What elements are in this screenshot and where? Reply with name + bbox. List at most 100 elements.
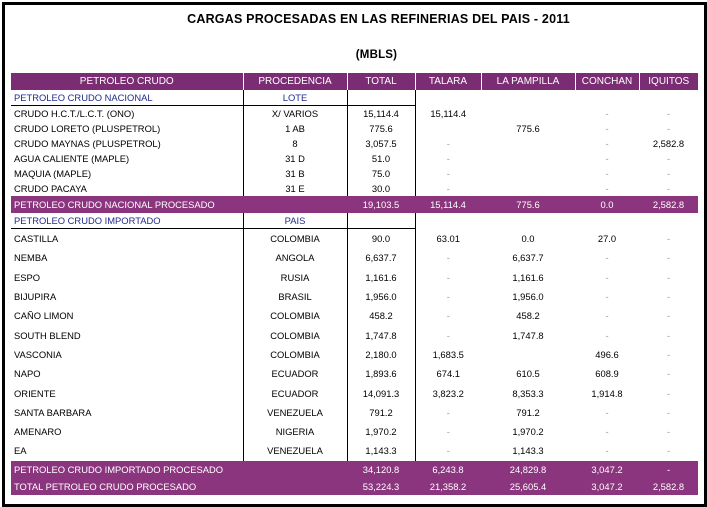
cell-pampilla: 775.6 [516, 123, 540, 134]
cell-iquitos: - [666, 406, 671, 418]
cell-pampilla: 1,970.2 [512, 426, 544, 438]
cell-talara: - [446, 138, 450, 149]
cell-total: 1,893.6 [347, 364, 416, 384]
cell-talara: 63.01 [436, 232, 460, 244]
unit-label: (MBLS) [355, 49, 398, 61]
total-row: PETROLEO CRUDO IMPORTADO PROCESADO 34,120… [11, 460, 698, 478]
cell-iquitos: - [666, 445, 671, 457]
cell-name: CRUDO MAYNAS (PLUSPETROL) [11, 136, 244, 151]
cell-total: 458.2 [347, 306, 416, 326]
cell-pampilla [481, 151, 575, 166]
cell-pampilla: 1,747.8 [512, 329, 544, 341]
empty-cell [639, 90, 698, 106]
total-cell-talara: 15,114.4 [415, 196, 481, 213]
cell-total: 775.6 [347, 121, 416, 136]
cell-proc: BRASIL [243, 286, 348, 307]
total-cell-conchan: 3,047.2 [575, 460, 639, 478]
cell-talara: - [446, 168, 450, 179]
cell-conchan: - [605, 107, 609, 119]
cell-iquitos: - [666, 310, 671, 322]
table-row: CRUDO LORETO (PLUSPETROL) 1 AB 775.6 775.6-… [11, 121, 698, 136]
cell-proc: COLOMBIA [243, 306, 348, 326]
cell-total: 2,180.0 [347, 344, 416, 365]
cell-total: 1,970.2 [347, 421, 416, 442]
cell-talara: - [446, 406, 450, 418]
cell-name: CRUDO H.C.T./L.C.T. (ONO) [11, 105, 244, 121]
total-cell-name: PETROLEO CRUDO NACIONAL PROCESADO [11, 196, 243, 213]
cell-name: NEMBA [11, 248, 244, 268]
total-cell-talara: 21,358.2 [415, 477, 481, 495]
cell-name: ORIENTE [11, 383, 244, 403]
cell-iquitos: - [666, 291, 671, 303]
cell-total: 30.0 [347, 181, 416, 196]
cell-conchan: 608.9 [595, 368, 619, 380]
total-cell-total: 19,103.5 [347, 196, 415, 213]
cell-proc: 31 B [243, 166, 348, 181]
cell-iquitos: - [666, 183, 671, 194]
cell-pampilla [481, 166, 575, 181]
cell-pampilla [481, 106, 575, 122]
total-cell-total: 53,224.3 [347, 477, 415, 495]
empty-cell [347, 90, 416, 106]
cell-proc: VENEZUELA [243, 402, 348, 422]
cell-iquitos: - [666, 271, 671, 283]
cell-name: SOUTH BLEND [11, 325, 244, 345]
table-row: BIJUPIRA BRASIL 1,956.0-1,956.0- - [11, 286, 698, 307]
table-row: VASCONIA COLOMBIA 2,180.0 1,683.5 496.6 - [11, 344, 698, 365]
column-header: LA PAMPILLA [481, 73, 576, 90]
column-header: TALARA [415, 73, 482, 90]
cell-conchan: - [605, 406, 609, 418]
total-cell-proc [243, 196, 347, 213]
cell-talara [415, 121, 481, 136]
cell-name: AMENARO [11, 421, 244, 442]
cell-proc: 31 E [243, 181, 348, 196]
cell-pampilla: 610.5 [516, 368, 540, 380]
total-cell-proc [243, 477, 347, 495]
column-header: PROCEDENCIA [243, 73, 348, 90]
cell-conchan: - [605, 271, 609, 283]
table-row: NAPO ECUADOR 1,893.6 674.1 610.5 608.9 - [11, 364, 698, 384]
cell-total: 1,143.3 [347, 441, 416, 461]
total-cell-name: PETROLEO CRUDO IMPORTADO PROCESADO [11, 460, 243, 478]
cell-pampilla [481, 345, 575, 364]
cell-name: BIJUPIRA [11, 286, 244, 307]
cell-pampilla: 0.0 [521, 232, 535, 244]
table-row: SOUTH BLEND COLOMBIA 1,747.8-1,747.8- - [11, 325, 698, 345]
table-row: NEMBA ANGOLA 6,637.7-6,637.7- - [11, 248, 698, 268]
column-header: PETROLEO CRUDO [11, 73, 244, 90]
cell-total: 51.0 [347, 151, 416, 166]
cell-conchan: 1,914.8 [591, 387, 623, 399]
table-row: ESPO RUSIA 1,161.6-1,161.6- - [11, 267, 698, 287]
total-cell-proc [243, 460, 347, 478]
document-title: CARGAS PROCESADAS EN LAS REFINERIAS DEL … [187, 12, 570, 26]
cell-iquitos: - [666, 348, 671, 360]
cell-conchan: - [605, 183, 609, 194]
table-row: CRUDO PACAYA 31 E 30.0 - - - [11, 181, 698, 196]
total-cell-talara: 6,243.8 [415, 460, 481, 478]
cell-proc: NIGERIA [243, 421, 348, 442]
column-header: IQUITOS [639, 73, 698, 90]
cell-talara: - [446, 183, 450, 194]
total-cell-iquitos: 2,582.8 [639, 196, 698, 213]
cell-name: CAÑO LIMON [11, 306, 244, 326]
cell-name: CRUDO LORETO (PLUSPETROL) [11, 121, 244, 136]
cell-iquitos: - [666, 123, 671, 134]
total-cell-iquitos: - [639, 460, 698, 478]
cell-talara: - [446, 153, 450, 164]
cell-conchan: 27.0 [597, 232, 617, 244]
refinery-table: PETROLEO CRUDO PROCEDENCIA TOTAL TALARA LA P… [11, 73, 698, 495]
cell-proc: COLOMBIA [243, 325, 348, 345]
total-row: TOTAL PETROLEO CRUDO PROCESADO 53,224.3 21… [11, 477, 698, 495]
total-row: PETROLEO CRUDO NACIONAL PROCESADO 19,103.… [11, 196, 698, 213]
table-row: SANTA BARBARA VENEZUELA 791.2-791.2- - [11, 402, 698, 422]
table-row: MAQUIA (MAPLE) 31 B 75.0 - - - [11, 166, 698, 181]
total-cell-pampilla: 25,605.4 [481, 477, 575, 495]
cell-iquitos: - [666, 107, 671, 119]
cell-total: 75.0 [347, 166, 416, 181]
cell-pampilla: 791.2 [516, 406, 540, 418]
total-cell-iquitos: 2,582.8 [639, 477, 698, 495]
empty-cell [415, 90, 481, 106]
cell-conchan: - [605, 123, 609, 134]
cell-proc: COLOMBIA [243, 228, 348, 249]
